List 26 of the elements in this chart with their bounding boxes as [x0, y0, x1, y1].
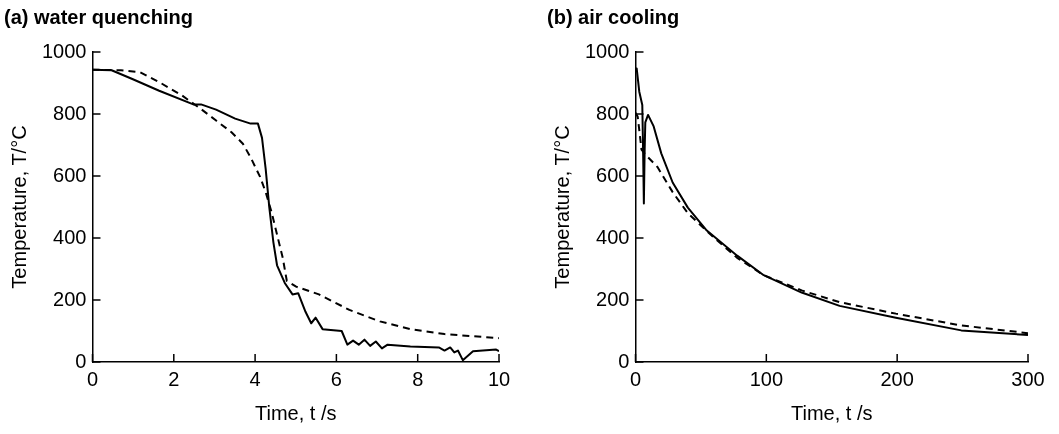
x-tick-label: 100 [749, 367, 784, 390]
chart-title: (a) water quenching [4, 5, 193, 28]
x-tick-label: 10 [487, 367, 511, 390]
y-tick-label: 0 [75, 349, 87, 372]
y-tick-label: 0 [618, 349, 630, 372]
x-tick-label: 300 [1011, 367, 1045, 390]
y-axis-title: Temperature, T/°C [7, 125, 30, 289]
y-tick-label: 800 [596, 101, 630, 124]
x-tick-label: 200 [880, 367, 914, 390]
x-axis-title: Time, t /s [791, 401, 873, 424]
y-tick-label: 1000 [41, 39, 87, 62]
chart-title: (b) air cooling [547, 5, 680, 28]
y-tick-label: 200 [596, 287, 630, 310]
x-tick-label: 8 [412, 367, 424, 390]
y-tick-label: 400 [53, 225, 87, 248]
x-tick-label: 6 [330, 367, 342, 390]
y-tick-label: 400 [596, 225, 630, 248]
y-tick-label: 600 [596, 163, 630, 186]
x-axis-title: Time, t /s [255, 401, 337, 424]
y-tick-label: 1000 [584, 39, 630, 62]
y-tick-label: 800 [53, 101, 87, 124]
x-tick-label: 4 [249, 367, 261, 390]
y-tick-label: 600 [53, 163, 87, 186]
y-axis-title: Temperature, T/°C [550, 125, 573, 289]
x-tick-label: 2 [168, 367, 180, 390]
y-tick-label: 200 [53, 287, 87, 310]
